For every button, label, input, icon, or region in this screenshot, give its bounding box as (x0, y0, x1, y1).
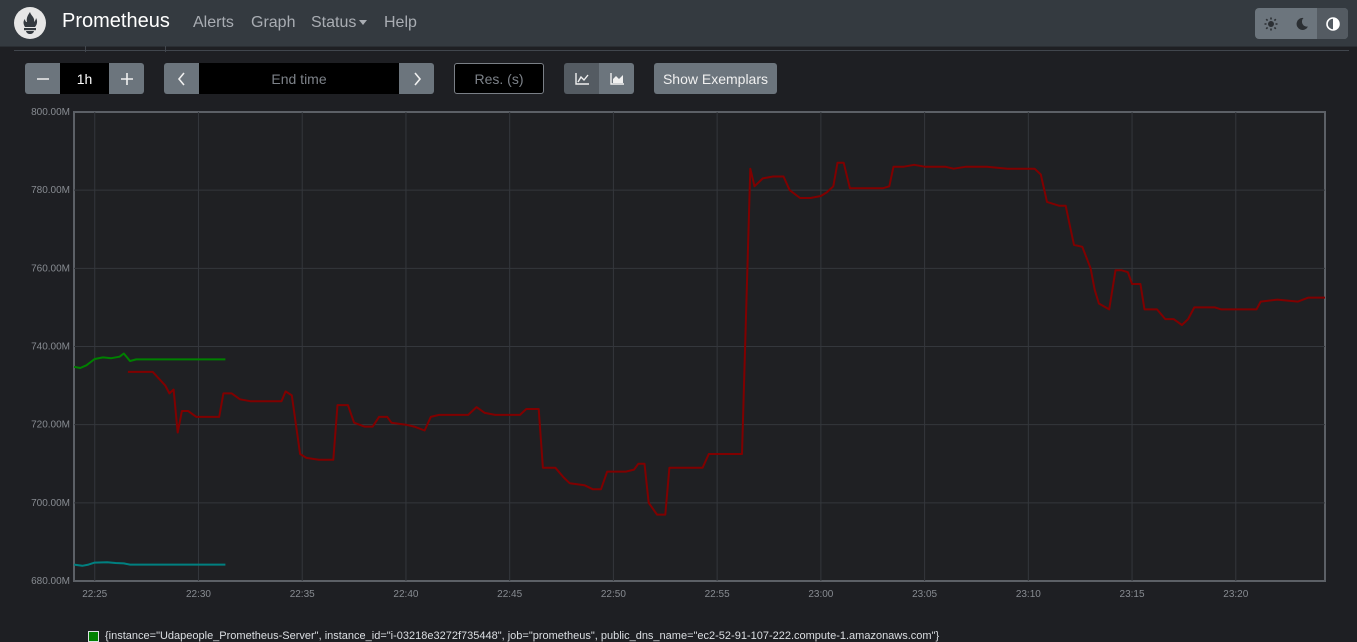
x-tick-label: 23:00 (808, 589, 833, 600)
y-tick-label: 720.00M (31, 420, 70, 431)
panel-divider (14, 50, 1349, 51)
theme-auto-button[interactable] (1317, 8, 1348, 39)
line-chart-icon (574, 72, 589, 85)
series-line-0 (73, 352, 226, 369)
x-tick-label: 22:25 (82, 589, 107, 600)
graph-chart[interactable]: 680.00M 700.00M 720.00M 740.00M 760.00M 780.0… (0, 100, 1357, 610)
x-tick-label: 22:50 (601, 589, 626, 600)
stack-mode-group (564, 63, 634, 94)
nav-graph[interactable]: Graph (251, 14, 296, 31)
y-tick-label: 740.00M (31, 342, 70, 353)
y-tick-label: 760.00M (31, 263, 70, 274)
increase-range-button[interactable] (109, 63, 144, 94)
panel-tab[interactable] (85, 46, 166, 52)
unstacked-button[interactable] (564, 63, 599, 94)
end-time-input[interactable]: End time (199, 63, 399, 94)
end-time-control: End time (164, 63, 434, 94)
y-tick-label: 800.00M (31, 107, 70, 118)
legend-label: {instance="Udapeople_Prometheus-Server",… (105, 630, 940, 642)
theme-toggle-group (1255, 8, 1348, 39)
nav-status-dropdown[interactable]: Status (311, 14, 368, 32)
minus-icon (36, 77, 49, 80)
x-tick-label: 22:35 (290, 589, 315, 600)
decrease-range-button[interactable] (25, 63, 60, 94)
later-time-button[interactable] (399, 63, 434, 94)
x-tick-label: 23:05 (912, 589, 937, 600)
chevron-left-icon (177, 71, 185, 86)
chevron-right-icon (413, 71, 421, 86)
contrast-icon (1325, 16, 1340, 31)
resolution-input[interactable]: Res. (s) (454, 63, 544, 94)
series-line-1 (73, 561, 226, 567)
theme-light-button[interactable] (1255, 8, 1286, 39)
legend-swatch (88, 630, 99, 642)
nav-alerts[interactable]: Alerts (193, 14, 234, 31)
x-tick-label: 22:30 (186, 589, 211, 600)
prometheus-logo-icon[interactable] (14, 7, 46, 39)
theme-dark-button[interactable] (1286, 8, 1317, 39)
plus-icon (120, 72, 133, 85)
series-line-2 (127, 161, 1325, 516)
x-tick-label: 22:45 (497, 589, 522, 600)
chevron-down-icon (359, 20, 368, 26)
y-tick-label: 700.00M (31, 498, 70, 509)
nav-help[interactable]: Help (384, 14, 417, 31)
moon-icon (1296, 17, 1308, 30)
navbar: Prometheus Alerts Graph Status Help (0, 0, 1357, 47)
x-tick-label: 22:55 (705, 589, 730, 600)
range-control: 1h (25, 63, 144, 94)
legend-item[interactable]: {instance="Udapeople_Prometheus-Server",… (88, 630, 939, 642)
brand-title[interactable]: Prometheus (62, 10, 170, 32)
y-tick-label: 780.00M (31, 185, 70, 196)
nav-status-label: Status (311, 14, 357, 31)
y-tick-label: 680.00M (31, 576, 70, 587)
x-tick-label: 23:20 (1223, 589, 1248, 600)
earlier-time-button[interactable] (164, 63, 199, 94)
x-tick-label: 23:15 (1120, 589, 1145, 600)
stacked-button[interactable] (599, 63, 634, 94)
x-tick-label: 23:10 (1016, 589, 1041, 600)
show-exemplars-button[interactable]: Show Exemplars (654, 63, 777, 94)
range-input[interactable]: 1h (60, 63, 109, 94)
x-tick-label: 22:40 (393, 589, 418, 600)
area-chart-icon (609, 72, 624, 85)
sun-icon (1264, 17, 1277, 30)
